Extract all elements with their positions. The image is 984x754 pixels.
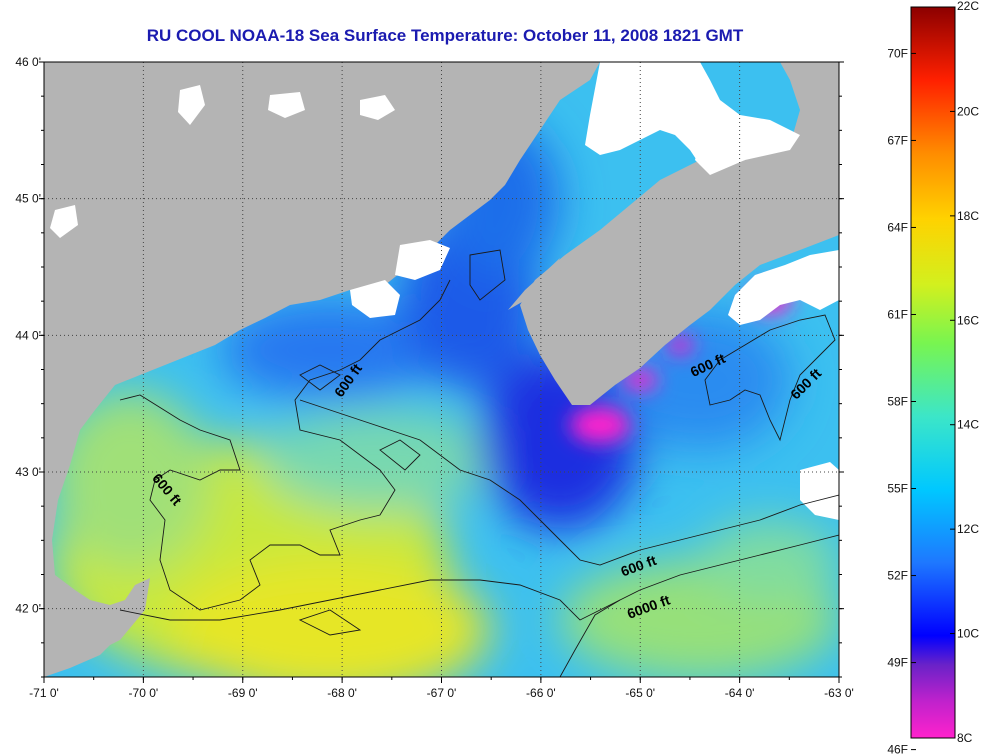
lon-tick-label: -71 0' bbox=[29, 686, 59, 700]
lon-tick-label: -70 0' bbox=[129, 686, 159, 700]
depth-contours bbox=[119, 249, 839, 677]
celsius-label: 10C bbox=[957, 627, 979, 641]
map-axes: -71 0' -70 0' -69 0' -68 0' -67 0' -66 0' -65 … bbox=[15, 55, 853, 700]
lat-tick-label: 45 0' bbox=[15, 192, 41, 206]
fahrenheit-label: 58F bbox=[887, 395, 908, 409]
lat-tick-label: 46 0' bbox=[15, 55, 41, 69]
lon-tick-label: -67 0' bbox=[427, 686, 457, 700]
celsius-label: 12C bbox=[957, 522, 979, 536]
fahrenheit-label: 70F bbox=[887, 46, 908, 60]
fahrenheit-label: 64F bbox=[887, 220, 908, 234]
fahrenheit-label: 46F bbox=[887, 743, 908, 754]
fahrenheit-label: 67F bbox=[887, 133, 908, 147]
celsius-label: 22C bbox=[957, 0, 979, 13]
lon-tick-label: -69 0' bbox=[228, 686, 258, 700]
celsius-label: 14C bbox=[957, 418, 979, 432]
colorbar-gradient bbox=[910, 6, 956, 739]
map-title: RU COOL NOAA-18 Sea Surface Temperature:… bbox=[146, 26, 744, 45]
land-grand-manan bbox=[508, 258, 560, 310]
lat-tick-label: 42 0' bbox=[15, 602, 41, 616]
lon-tick-label: -64 0' bbox=[725, 686, 755, 700]
celsius-label: 18C bbox=[957, 209, 979, 223]
fahrenheit-label: 55F bbox=[887, 482, 908, 496]
lon-tick-label: -68 0' bbox=[327, 686, 357, 700]
land-new-england bbox=[44, 62, 600, 670]
lat-tick-label: 43 0' bbox=[15, 465, 41, 479]
graticule bbox=[44, 62, 839, 677]
cloud-patches bbox=[50, 62, 839, 520]
lon-tick-label: -63 0' bbox=[824, 686, 854, 700]
lon-tick-label: -65 0' bbox=[625, 686, 655, 700]
fahrenheit-label: 49F bbox=[887, 656, 908, 670]
lat-tick-label: 44 0' bbox=[15, 328, 41, 342]
celsius-label: 16C bbox=[957, 313, 979, 327]
fahrenheit-label: 52F bbox=[887, 569, 908, 583]
colorbar-ticks: 22C 20C 18C 16C 14C 12C 10C 8C 70F 67F 64F 61F 58F 55… bbox=[887, 0, 979, 754]
celsius-label: 8C bbox=[957, 731, 973, 745]
land-nova-scotia bbox=[520, 62, 839, 405]
land-cape-cod bbox=[44, 590, 145, 677]
celsius-label: 20C bbox=[957, 104, 979, 118]
colorbar: 22C 20C 18C 16C 14C 12C 10C 8C 70F 67F 64F 61F 58F 55… bbox=[887, 0, 979, 754]
fahrenheit-label: 61F bbox=[887, 307, 908, 321]
lon-tick-label: -66 0' bbox=[526, 686, 556, 700]
